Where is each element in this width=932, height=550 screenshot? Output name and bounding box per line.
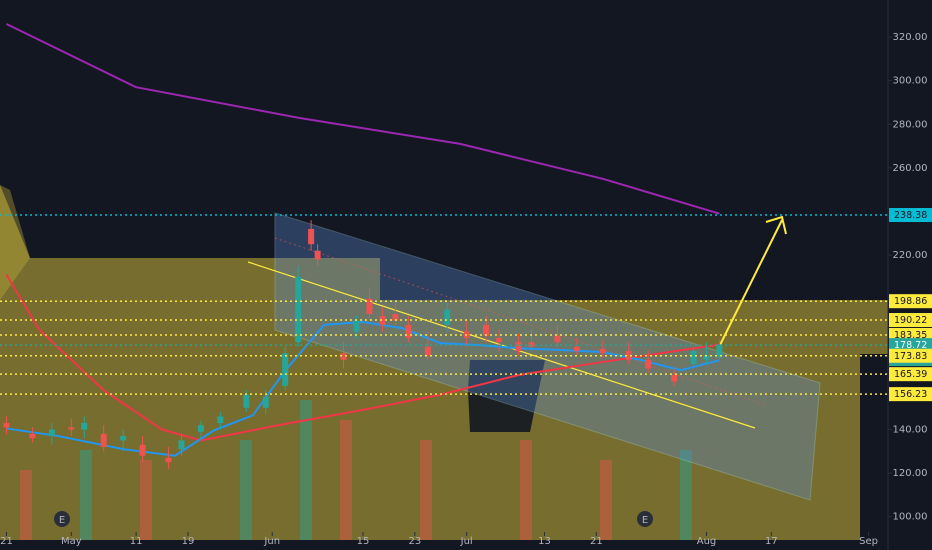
y-tick-label: 220.00 (893, 250, 928, 261)
candle-body (282, 353, 289, 386)
candle-body (353, 320, 360, 332)
y-tick-label: 100.00 (893, 512, 928, 523)
x-tick-label: Aug (697, 536, 717, 547)
moving-line (6, 23, 720, 215)
candle-body (573, 346, 580, 352)
y-tick-label: 260.00 (893, 163, 928, 174)
x-tick-label: 17 (765, 536, 778, 547)
candle-body (81, 422, 88, 430)
x-tick-label: Jul (460, 536, 473, 547)
background-zones (0, 185, 888, 540)
candle-body (243, 394, 250, 408)
candle-body (139, 444, 146, 456)
candle-body (483, 324, 490, 336)
x-tick-label: May (61, 536, 82, 547)
candle-body (554, 335, 561, 343)
price-label: 156.23 (894, 389, 927, 400)
candle-body (295, 276, 302, 343)
candle-body (379, 316, 386, 325)
candle-body (314, 250, 321, 260)
candle-body (703, 355, 710, 360)
candle-body (165, 457, 172, 463)
price-label: 183.35 (894, 330, 927, 341)
x-tick-label: 21 (590, 536, 603, 547)
candle-body (48, 429, 55, 437)
candle-body (392, 313, 399, 321)
x-tick-label: 23 (408, 536, 421, 547)
price-label-box (889, 208, 932, 223)
candle-body (671, 375, 678, 382)
candle-body (262, 396, 269, 408)
price-label: 190.22 (894, 315, 927, 326)
earnings-icon (637, 511, 653, 527)
candle-body (405, 324, 412, 338)
candle-body (68, 427, 75, 430)
earnings-marker: E (642, 515, 648, 526)
x-tick-label: 13 (538, 536, 551, 547)
candle-body (515, 342, 522, 352)
candle-body (197, 425, 204, 432)
y-tick-label: 320.00 (893, 32, 928, 43)
volume-bars (20, 400, 692, 540)
moving-line (5, 274, 720, 442)
price-label-box (889, 313, 932, 328)
candle-body (424, 346, 431, 356)
candle-body (444, 309, 451, 325)
candle-body (308, 228, 315, 245)
earnings-marker: E (59, 515, 65, 526)
price-label: 238.38 (894, 210, 927, 221)
price-label-box (889, 348, 932, 363)
x-tick-label: 19 (182, 536, 195, 547)
price-label-box (889, 367, 932, 382)
candle-body (496, 337, 503, 343)
candle-body (29, 433, 36, 439)
candle-body (645, 359, 652, 369)
x-tick-label: 21 (0, 536, 13, 547)
y-tick-label: 300.00 (893, 76, 928, 87)
candle-body (366, 298, 373, 314)
candle-body (178, 440, 185, 450)
price-label: 178.72 (894, 340, 927, 351)
candle-body (340, 353, 347, 360)
candle-body (100, 433, 107, 447)
x-tick-label: 11 (130, 536, 143, 547)
price-label: 198.86 (894, 296, 927, 307)
y-tick-label: 280.00 (893, 119, 928, 130)
candle-body (625, 351, 632, 360)
price-label: 165.39 (894, 369, 927, 380)
x-tick-label: Jun (263, 536, 280, 547)
price-label: 173.83 (894, 351, 927, 362)
y-tick-label: 140.00 (893, 425, 928, 436)
candle-body (3, 422, 10, 428)
price-label-box (889, 387, 932, 402)
candle-body (716, 344, 723, 358)
x-tick-label: Sep (859, 536, 878, 547)
price-label-box (889, 294, 932, 309)
earnings-icon (54, 511, 70, 527)
candle-body (217, 416, 224, 423)
candle-body (599, 348, 606, 354)
y-tick-label: 120.00 (893, 468, 928, 479)
candle-body (120, 436, 127, 441)
candle-body (690, 351, 697, 365)
x-tick-label: 15 (357, 536, 370, 547)
arrow (719, 215, 787, 346)
